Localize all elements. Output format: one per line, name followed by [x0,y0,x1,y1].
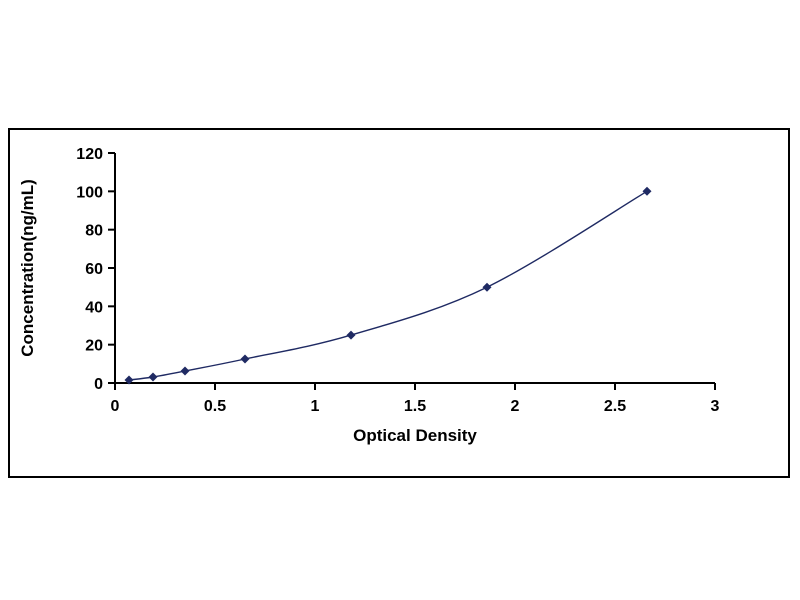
y-tick-label: 20 [85,338,103,355]
data-point-marker [240,354,250,364]
plot-layer: 0 20 40 60 80 100 120 0 0.5 1 1.5 2 2.5 3 [76,146,719,415]
chart-canvas: 0 20 40 60 80 100 120 0 0.5 1 1.5 2 2.5 3 Optical Den… [18,146,720,445]
x-tick-label: 2.5 [604,398,626,415]
y-axis-title: Concentration(ng/mL) [18,179,37,357]
series-line [128,190,648,381]
data-point-marker [482,282,492,292]
x-tick-label: 0.5 [204,398,226,415]
x-tick-label: 2 [511,398,520,415]
data-point-marker [346,330,356,340]
data-point-marker [148,372,158,382]
y-tick-label: 100 [76,184,103,201]
data-point-marker [180,366,190,376]
x-tick-label: 1 [311,398,320,415]
y-tick-label: 120 [76,146,103,163]
x-tick-label: 3 [711,398,720,415]
y-tick-label: 40 [85,299,103,316]
y-tick-label: 80 [85,223,103,240]
y-tick-label: 60 [85,261,103,278]
y-tick-label: 0 [94,376,103,393]
x-axis-title: Optical Density [353,426,477,445]
data-point-marker [642,186,652,196]
x-tick-label: 0 [111,398,120,415]
data-point-marker [124,375,134,385]
x-tick-label: 1.5 [404,398,426,415]
standard-curve-chart: 0 20 40 60 80 100 120 0 0.5 1 1.5 2 2.5 3 Optical Den… [8,128,790,478]
